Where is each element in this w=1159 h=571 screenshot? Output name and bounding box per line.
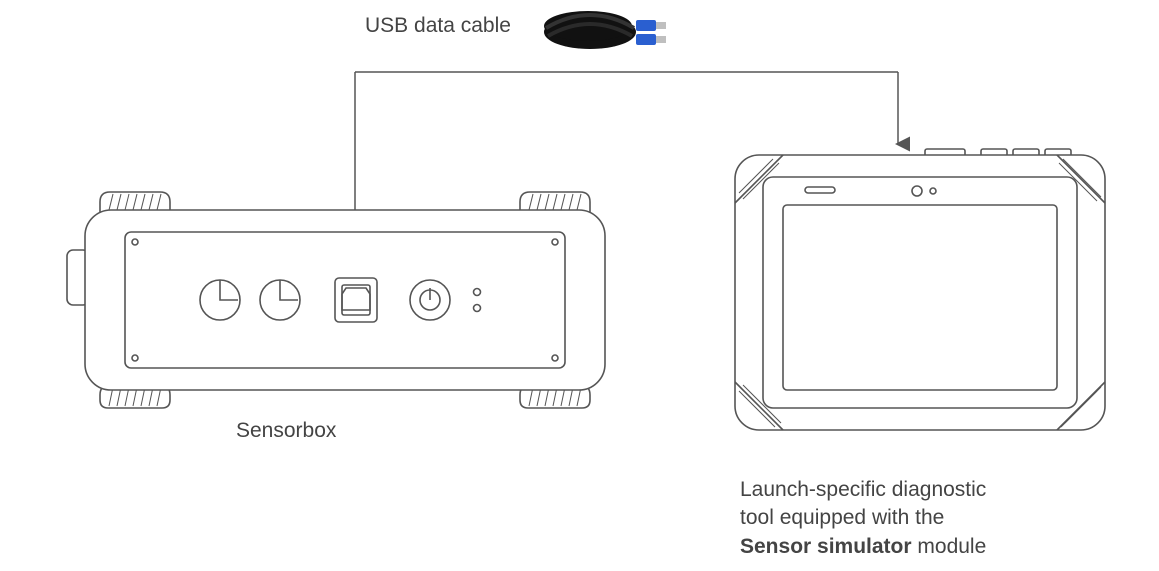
usb-b-port [335,278,377,322]
tablet-drawing [735,149,1105,430]
led-1 [474,289,481,296]
port-round-2 [260,280,300,320]
sensorbox-drawing [67,192,605,408]
diagram-svg [0,0,1159,571]
usb-cable-icon [544,11,666,49]
port-round-1 [200,280,240,320]
power-button [410,280,450,320]
led-2 [474,305,481,312]
